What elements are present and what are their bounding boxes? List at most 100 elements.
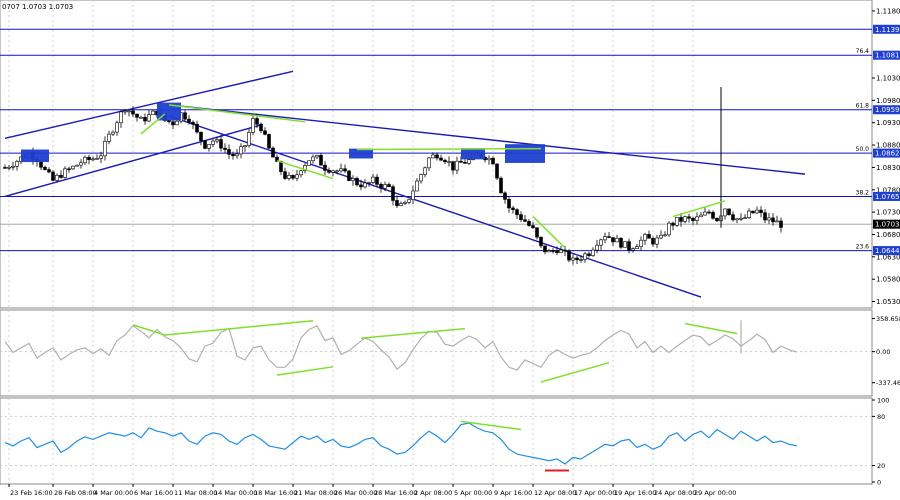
x-tick-label: 21 Mar 08:00 (294, 489, 337, 497)
candle-body (443, 159, 447, 163)
candle-body (351, 178, 355, 181)
candle-body (235, 153, 239, 157)
fib-level-label: 1.0765 (875, 193, 900, 201)
candle-body (759, 209, 763, 214)
candle-body (439, 157, 443, 161)
candle-body (147, 114, 151, 122)
candle-body (359, 184, 363, 188)
candle-body (71, 165, 75, 170)
candle-body (499, 177, 503, 194)
candle-body (651, 237, 655, 245)
candle-body (283, 171, 287, 179)
candle-body (671, 222, 675, 226)
candle-body (727, 208, 731, 216)
price-y-tick-label: 1.0580 (876, 276, 900, 284)
candle-body (627, 241, 631, 251)
cci-panel-frame (0, 309, 873, 397)
candle-body (91, 158, 95, 161)
candle-body (659, 234, 663, 239)
x-tick-label: 6 Mar 16:00 (134, 489, 173, 497)
candle-body (311, 156, 315, 162)
candle-body (95, 158, 99, 160)
price-y-tick-label: 1.0680 (876, 231, 900, 239)
candle-body (447, 161, 451, 163)
fib-level-label: 1.1139 (875, 26, 900, 34)
candle-body (207, 144, 211, 149)
candle-body (243, 145, 247, 148)
candle-body (315, 154, 319, 158)
candle-body (535, 227, 539, 238)
candle-body (263, 130, 267, 135)
candle-body (631, 248, 635, 251)
candle-body (731, 214, 735, 221)
trend-channel-line (168, 104, 806, 175)
price-panel-frame (0, 0, 873, 309)
candle-body (619, 237, 623, 248)
price-y-tick-label: 1.0930 (876, 119, 900, 127)
x-tick-label: 12 Apr 08:00 (534, 489, 576, 497)
candle-body (47, 169, 51, 173)
candle-body (191, 121, 195, 125)
candle-body (3, 167, 7, 169)
x-tick-label: 23 Feb 16:00 (10, 489, 53, 497)
candle-body (543, 245, 547, 253)
candle-body (567, 250, 571, 261)
candle-body (695, 216, 699, 221)
x-tick-label: 24 Apr 08:00 (654, 489, 696, 497)
candle-body (355, 178, 359, 186)
candle-body (107, 133, 111, 142)
cci-tick-label: 358.6587 (876, 315, 900, 323)
candle-body (259, 123, 263, 132)
rsi-divergence-line (460, 420, 522, 431)
candle-body (779, 220, 783, 228)
candle-body (79, 162, 83, 166)
candle-body (171, 121, 175, 126)
cci-divergence-line (132, 324, 166, 336)
x-tick-label: 14 Mar 00:00 (214, 489, 257, 497)
fib-level-percent: 76.4 (856, 48, 870, 55)
candle-body (347, 170, 351, 181)
candle-body (251, 118, 255, 133)
candle-body (519, 214, 523, 220)
candle-body (87, 156, 91, 160)
candle-body (467, 159, 471, 164)
candle-body (527, 221, 531, 226)
rsi-panel-frame (0, 397, 873, 485)
candle-body (335, 170, 339, 173)
candle-body (267, 134, 271, 149)
candle-body (455, 160, 459, 171)
candle-body (63, 168, 67, 178)
fib-level-label-bg (873, 105, 900, 115)
candle-body (299, 170, 303, 176)
candle-body (115, 122, 119, 133)
rsi-tick-label: 80 (877, 413, 885, 421)
price-y-tick-label: 1.0780 (876, 186, 900, 194)
candle-body (683, 216, 687, 222)
candle-body (167, 120, 171, 122)
cci-divergence-line (684, 322, 738, 335)
candle-body (151, 110, 155, 116)
candle-body (215, 139, 219, 142)
candle-body (723, 208, 727, 217)
candle-body (699, 214, 703, 218)
candle-body (771, 217, 775, 223)
candle-body (495, 163, 499, 179)
candle-body (539, 236, 543, 247)
candle-body (419, 174, 423, 182)
candle-body (7, 166, 11, 169)
current-price-label: 1.0703 (875, 221, 900, 229)
fib-level-label: 1.0959 (875, 106, 900, 114)
price-y-tick-label: 1.0980 (876, 97, 900, 105)
x-tick-label: 18 Mar 16:00 (254, 489, 297, 497)
candle-body (707, 211, 711, 214)
candle-body (239, 146, 243, 155)
candle-body (271, 147, 275, 158)
candle-body (655, 237, 659, 245)
candle-body (327, 170, 331, 173)
candle-body (135, 113, 139, 118)
candle-body (579, 259, 583, 261)
candle-body (427, 157, 431, 169)
candle-body (139, 116, 143, 119)
candle-body (391, 186, 395, 201)
